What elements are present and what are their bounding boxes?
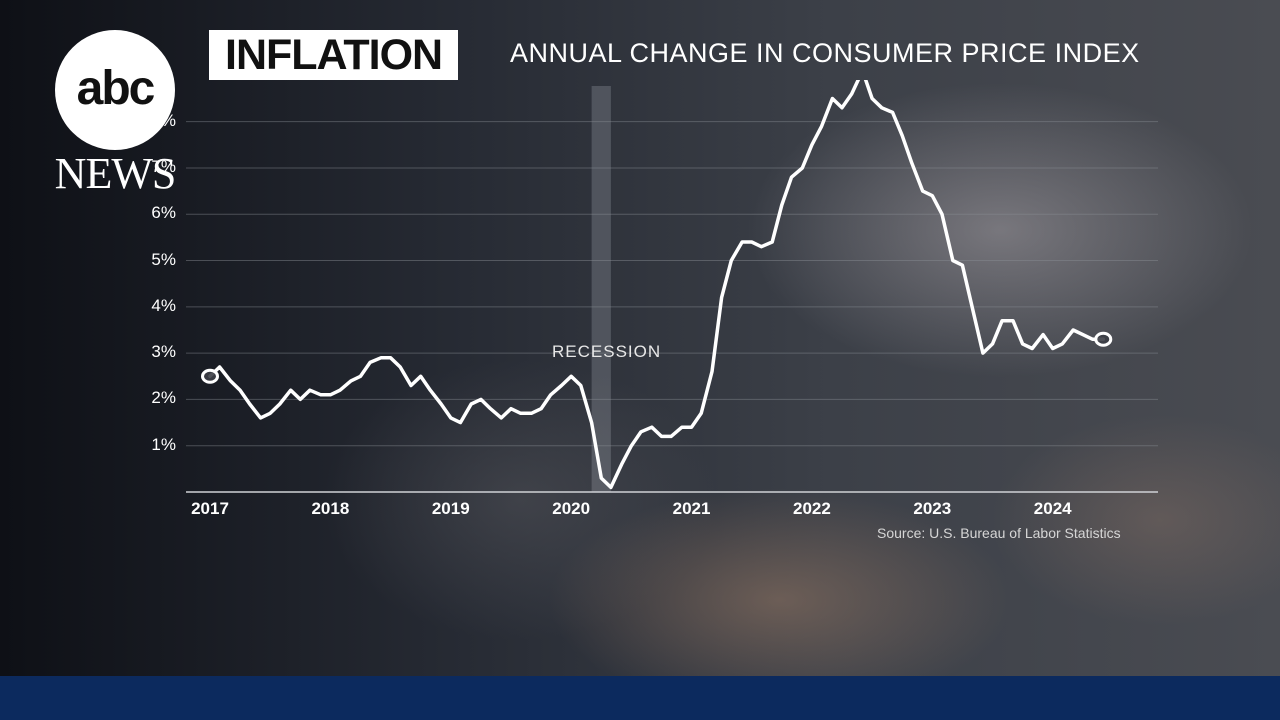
recession-band: [591, 86, 611, 492]
x-tick-label: 2022: [793, 499, 831, 518]
x-tick-label: 2024: [1033, 499, 1072, 518]
logo-news-text: NEWS: [54, 149, 177, 198]
x-tick-label: 2019: [431, 499, 470, 518]
title-box: INFLATION: [209, 30, 459, 80]
y-tick-label: 1%: [151, 434, 176, 454]
y-tick-label: 4%: [151, 295, 176, 315]
x-tick-label: 2018: [311, 499, 350, 518]
y-tick-label: 3%: [151, 342, 176, 362]
chart-subtitle: ANNUAL CHANGE IN CONSUMER PRICE INDEX: [510, 38, 1140, 68]
x-tick-label: 2017: [191, 499, 229, 518]
x-tick-label: 2021: [672, 499, 711, 518]
y-tick-label: 5%: [151, 249, 176, 269]
series-start-marker: [201, 368, 219, 384]
cpi-series-line: [208, 80, 1106, 490]
y-tick-label: 2%: [151, 388, 176, 408]
abc-news-logo: abc NEWS: [40, 30, 190, 196]
bottom-bar: [0, 676, 1280, 720]
recession-label: RECESSION: [552, 342, 662, 361]
logo-circle: abc: [55, 30, 175, 150]
logo-abc-text: abc: [76, 61, 156, 115]
x-tick-label: 2023: [913, 499, 952, 518]
series-layer: [201, 80, 1113, 490]
gridlines: [186, 121, 1158, 447]
x-tick-label: 2020: [552, 499, 591, 518]
source-note: Source: U.S. Bureau of Labor Statistics: [877, 525, 1121, 541]
series-end-marker: [1094, 331, 1113, 347]
y-tick-label: 6%: [151, 203, 176, 223]
recession-band-layer: [591, 86, 611, 492]
y-tick-label: 7%: [151, 156, 176, 176]
chart-title: INFLATION: [225, 30, 443, 79]
